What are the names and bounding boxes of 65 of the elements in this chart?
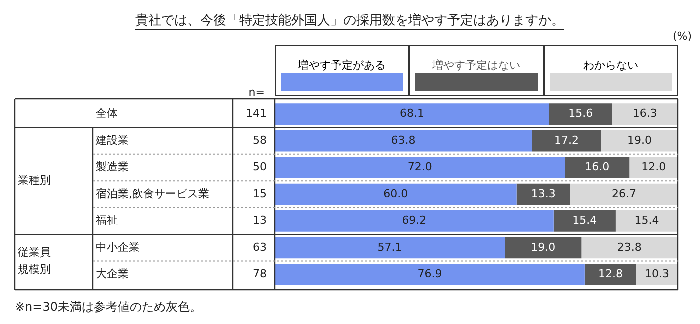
data-label: 10.3 <box>644 268 670 280</box>
data-label: 57.1 <box>378 240 402 254</box>
data-label: 15.4 <box>634 214 660 228</box>
bar <box>549 104 612 126</box>
text: 増やす予定はない <box>431 59 522 73</box>
bar <box>565 157 630 178</box>
bar <box>532 130 602 152</box>
data-label: 72.0 <box>408 160 432 174</box>
bar <box>630 157 678 178</box>
data-label: 76.9 <box>418 268 442 280</box>
bar <box>505 237 582 259</box>
text: 従業員規模別 <box>18 246 51 276</box>
bar <box>601 130 678 152</box>
bar <box>275 237 506 259</box>
data-label: 12.0 <box>642 160 666 174</box>
text: 63 <box>253 240 267 254</box>
text: ※n=30未満は参考値のため灰色。 <box>15 300 202 314</box>
text: 141 <box>246 107 267 120</box>
text: 78 <box>253 268 267 280</box>
bar <box>516 184 570 206</box>
y-tick-label: 福祉 <box>96 214 118 228</box>
data-label: 23.8 <box>617 240 642 254</box>
data-label: 16.0 <box>585 160 610 174</box>
text: n= <box>248 86 265 99</box>
bar <box>275 264 585 286</box>
data-label: 15.6 <box>568 107 594 120</box>
data-label: 63.8 <box>391 134 416 147</box>
bar <box>275 184 517 206</box>
data-label: 68.1 <box>400 107 424 120</box>
bar <box>554 210 616 232</box>
text: 15 <box>253 187 267 200</box>
data-label: 69.2 <box>402 214 427 228</box>
y-tick-label: 製造業 <box>96 160 129 174</box>
text: 業種別 <box>18 174 51 187</box>
bar <box>275 157 566 178</box>
bar <box>570 184 678 206</box>
text: 13 <box>253 214 267 228</box>
y-tick-label: 宿泊業,飲食サービス業 <box>96 187 210 200</box>
text: 増やす予定がある <box>297 59 388 73</box>
bar <box>612 104 678 126</box>
text: 58 <box>253 134 267 147</box>
data-label: 19.0 <box>531 240 556 254</box>
bar <box>275 104 550 126</box>
data-label: 60.0 <box>384 187 408 200</box>
bar <box>582 237 678 259</box>
data-label: 17.2 <box>554 134 580 147</box>
data-label: 19.0 <box>627 134 652 147</box>
y-tick-label: 建設業 <box>95 134 129 147</box>
data-label: 16.3 <box>632 107 658 120</box>
chart-title: 貴社では、今後「特定技能外国人」の採用数を増やす予定はありますか。 <box>136 12 564 28</box>
data-label: 26.7 <box>612 187 636 200</box>
y-tick-label: 大企業 <box>96 268 129 280</box>
y-tick-label: 全体 <box>96 107 118 120</box>
bar <box>636 264 678 286</box>
bar <box>275 210 554 232</box>
bar <box>275 130 532 152</box>
data-label: 12.8 <box>598 268 623 280</box>
text: 50 <box>253 160 267 174</box>
bar <box>584 264 636 286</box>
text: (%) <box>672 30 692 43</box>
text: わからない <box>582 59 640 73</box>
y-tick-label: 中小企業 <box>96 240 140 254</box>
data-label: 13.3 <box>531 187 556 200</box>
bar <box>616 210 678 232</box>
data-label: 15.4 <box>572 214 598 228</box>
